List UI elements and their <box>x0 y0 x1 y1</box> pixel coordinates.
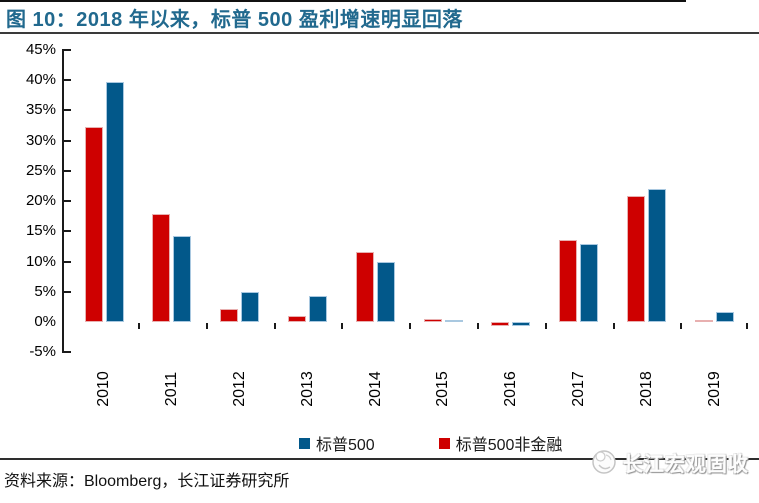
legend-label: 标普500 <box>316 437 375 454</box>
bar-2019-sp500 <box>715 311 734 322</box>
x-tick <box>205 323 208 329</box>
y-tick <box>64 49 71 52</box>
x-tick <box>341 323 344 329</box>
y-tick-label: 25% <box>25 161 56 179</box>
x-category-label: 2016 <box>487 364 535 414</box>
x-category-label: 2019 <box>690 364 738 414</box>
legend-item: 标普500非金融 <box>438 431 563 455</box>
bar-2010-sp500 <box>105 82 124 322</box>
x-tick <box>746 323 748 329</box>
y-tick-label: 35% <box>25 101 56 119</box>
bar-2013-sp500 <box>309 296 327 322</box>
bar-2017-sp500 <box>580 244 599 322</box>
x-tick <box>544 323 547 329</box>
x-category-label-text: 2011 <box>162 371 180 407</box>
y-axis-line <box>62 49 64 353</box>
x-category-label-text: 2013 <box>298 371 316 407</box>
legend-swatch <box>438 437 450 449</box>
bar-2012-sp500 <box>241 291 260 322</box>
bar-2016-nonfin <box>491 322 510 326</box>
title-rule <box>0 32 759 34</box>
legend: 标普500 标普500非金融 <box>299 431 562 455</box>
bar-2015-nonfin <box>423 318 442 322</box>
y-tick <box>64 230 71 233</box>
x-category-label: 2014 <box>351 364 399 414</box>
bar-2010-nonfin <box>84 126 103 322</box>
x-tick <box>409 323 412 329</box>
bar-2016-sp500 <box>512 322 531 326</box>
y-tick-label: 40% <box>25 71 56 89</box>
x-category-label: 2011 <box>148 364 196 414</box>
x-category-label-text: 2012 <box>230 371 248 407</box>
y-tick <box>64 109 71 112</box>
x-category-label: 2010 <box>80 364 128 414</box>
y-tick-label: 20% <box>25 192 56 210</box>
y-tick <box>64 139 71 142</box>
x-category-label-text: 2019 <box>705 371 723 407</box>
y-tick <box>64 169 71 172</box>
x-category-label-text: 2018 <box>637 371 655 407</box>
x-category-label-text: 2016 <box>501 371 519 407</box>
y-tick <box>64 260 71 263</box>
logo-icon <box>592 450 616 474</box>
y-tick-label: 45% <box>25 41 56 59</box>
x-tick <box>612 323 615 329</box>
x-category-label-text: 2010 <box>95 371 113 407</box>
legend-label: 标普500非金融 <box>455 437 563 454</box>
y-tick-label: 15% <box>25 222 56 240</box>
watermark-text: 长江宏观固收 <box>623 453 749 476</box>
x-tick <box>477 323 479 329</box>
legend-item: 标普500 <box>299 431 375 455</box>
y-tick-label: 10% <box>25 252 56 270</box>
legend-swatch <box>299 437 310 449</box>
x-tick <box>138 323 140 329</box>
bar-2019-nonfin <box>694 319 713 322</box>
x-category-label: 2017 <box>555 364 603 414</box>
bar-2011-sp500 <box>173 236 192 322</box>
x-axis-zero-line <box>0 0 686 2</box>
watermark-logo: 长江宏观固收 <box>591 447 749 477</box>
bar-2014-nonfin <box>355 251 374 322</box>
y-tick-label: 0% <box>34 313 56 330</box>
chart: 45% 40% 35% 30% 25% 20% 15% 10% 5% 0% -5% 2010 2011 2… <box>0 0 759 454</box>
x-tick <box>273 323 276 329</box>
x-category-label: 2013 <box>284 364 332 414</box>
x-category-label-text: 2014 <box>366 371 384 407</box>
y-tick-label: 5% <box>34 282 56 300</box>
y-tick-label: 30% <box>25 131 56 149</box>
x-tick <box>680 323 683 329</box>
y-tick <box>64 200 71 203</box>
source-note: 资料来源：Bloomberg，长江证券研究所 <box>4 473 290 490</box>
x-category-label: 2018 <box>623 364 671 414</box>
bar-2015-sp500 <box>444 320 463 323</box>
y-tick <box>64 351 71 354</box>
x-category-label: 2012 <box>216 364 264 414</box>
bar-2012-nonfin <box>220 308 239 322</box>
y-tick <box>64 290 71 293</box>
x-category-label-text: 2015 <box>434 371 452 407</box>
figure-title: 图 10：2018 年以来，标普 500 盈利增速明显回落 <box>6 9 463 31</box>
bar-2017-nonfin <box>559 239 578 322</box>
bar-2018-sp500 <box>648 189 666 322</box>
bar-2011-nonfin <box>152 214 171 322</box>
bar-2018-nonfin <box>627 196 645 322</box>
footer-rule <box>0 458 759 460</box>
bar-2014-sp500 <box>376 262 395 322</box>
x-category-label: 2015 <box>419 364 467 414</box>
x-category-label-text: 2017 <box>569 371 587 407</box>
bar-2013-nonfin <box>288 315 306 322</box>
y-tick <box>64 79 71 82</box>
y-tick-label: -5% <box>29 343 56 361</box>
